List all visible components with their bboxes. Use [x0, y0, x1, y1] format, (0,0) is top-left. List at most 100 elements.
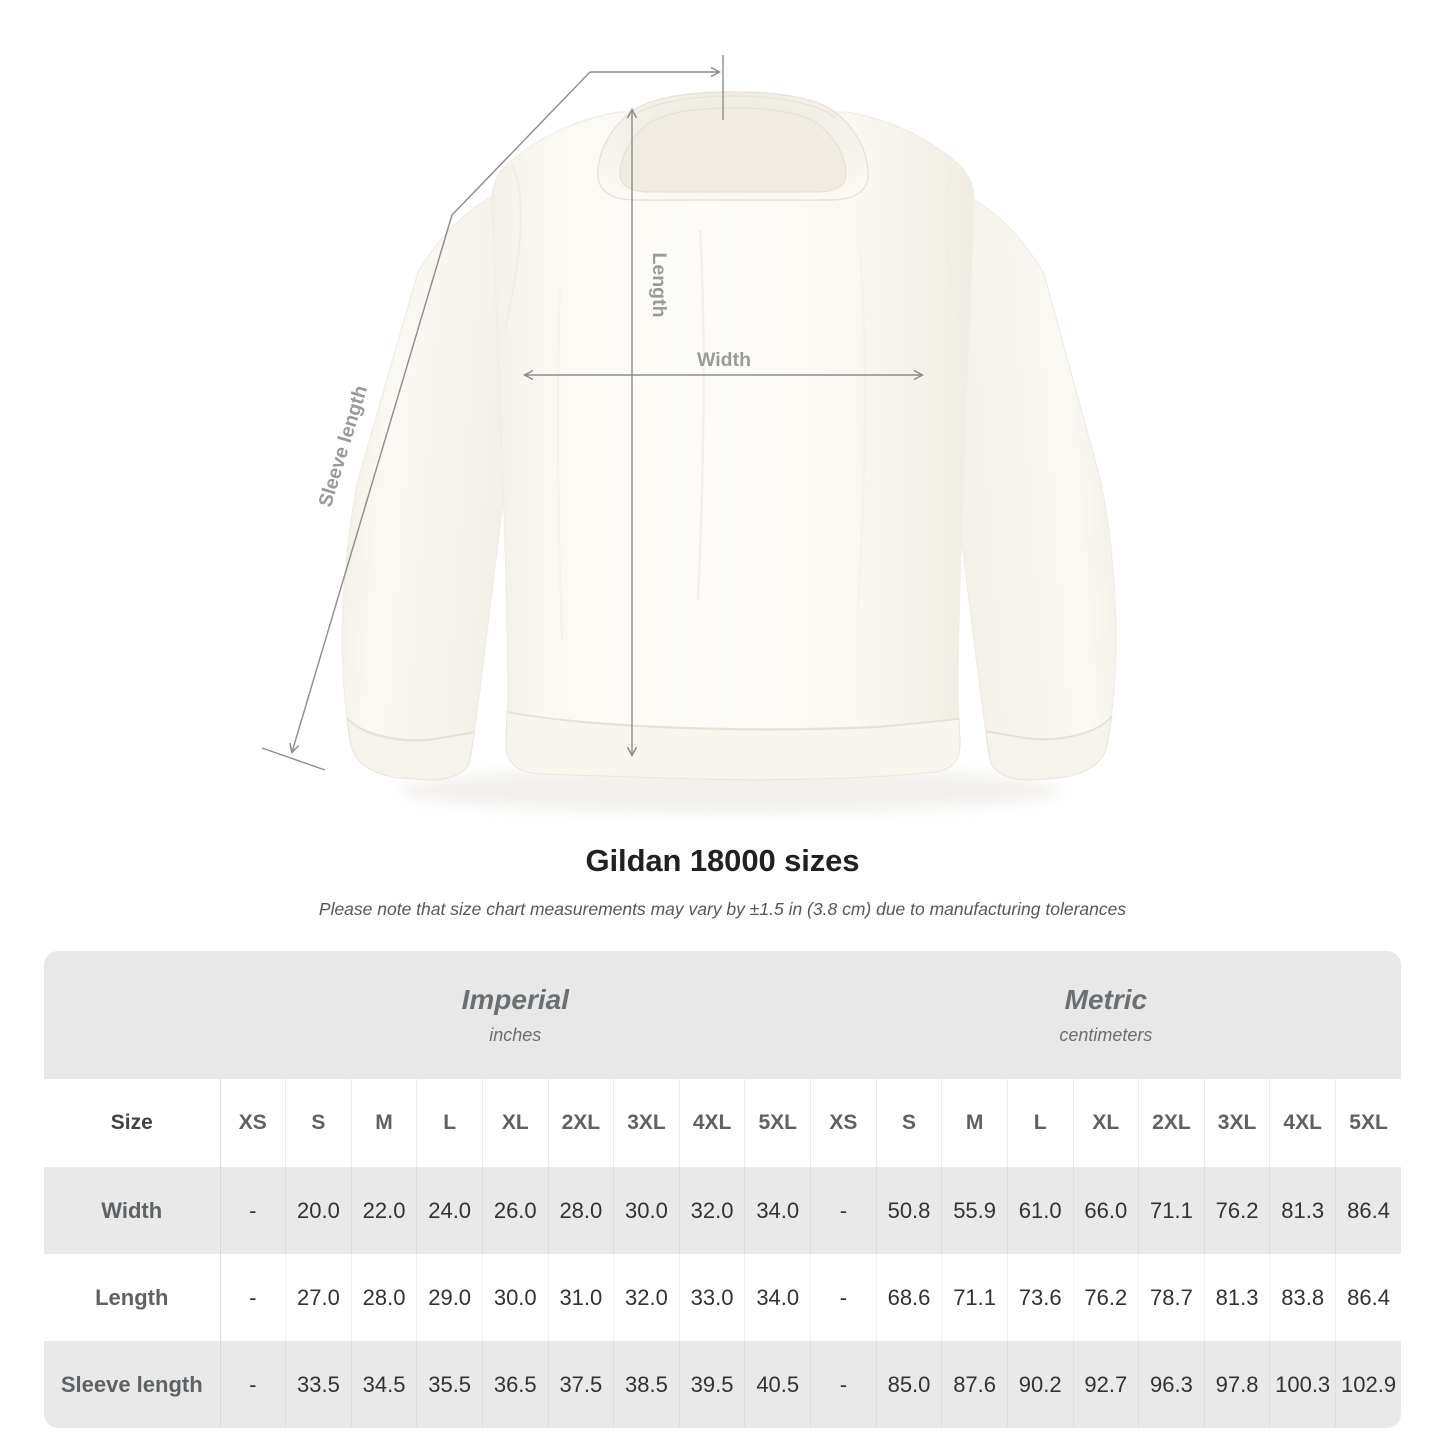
column-header-metric-xs: XS — [810, 1079, 877, 1167]
row-label-length: Length — [44, 1254, 221, 1341]
column-header-imperial-2xl: 2XL — [548, 1079, 615, 1167]
cell-sleeve-length-imperial-s: 33.5 — [285, 1341, 352, 1428]
cell-width-imperial-m: 22.0 — [351, 1167, 418, 1254]
cell-length-imperial-2xl: 31.0 — [548, 1254, 615, 1341]
sleeve-length-label: Sleeve length — [314, 383, 372, 510]
measurement-annotations: Sleeve length Length Width — [261, 55, 1445, 771]
cell-sleeve-length-imperial-xl: 36.5 — [482, 1341, 549, 1428]
page-title: Gildan 18000 sizes — [585, 843, 860, 878]
unit-group-imperial: Imperial inches — [220, 951, 811, 1079]
cell-sleeve-length-metric-xl: 92.7 — [1073, 1341, 1140, 1428]
cell-width-imperial-4xl: 32.0 — [679, 1167, 746, 1254]
sleeve-leader-diagonal — [451, 71, 591, 216]
cell-width-imperial-2xl: 28.0 — [548, 1167, 615, 1254]
cell-sleeve-length-imperial-4xl: 39.5 — [679, 1341, 746, 1428]
column-header-imperial-m: M — [351, 1079, 418, 1167]
cell-length-metric-4xl: 83.8 — [1269, 1254, 1336, 1341]
sweatshirt-illustration — [341, 91, 1117, 812]
cell-width-imperial-l: 24.0 — [416, 1167, 483, 1254]
unit-group-name: Metric — [1064, 983, 1148, 1015]
cell-sleeve-length-imperial-2xl: 37.5 — [548, 1341, 615, 1428]
size-chart-table-container: Imperial inches Metric centimeters Size XS S M L… — [44, 951, 1402, 1428]
row-label-sleeve-length: Sleeve length — [44, 1341, 221, 1428]
garment-shadow — [400, 768, 1060, 812]
cell-sleeve-length-metric-l: 90.2 — [1007, 1341, 1074, 1428]
unit-group-metric: Metric centimeters — [810, 951, 1402, 1079]
cell-length-metric-5xl: 86.4 — [1335, 1254, 1402, 1341]
cell-width-metric-4xl: 81.3 — [1269, 1167, 1336, 1254]
cell-sleeve-length-metric-xs: - — [810, 1341, 877, 1428]
column-header-metric-l: L — [1007, 1079, 1074, 1167]
tolerance-note: Please note that size chart measurements… — [318, 899, 1127, 919]
column-header-metric-s: S — [876, 1079, 943, 1167]
left-cuff-seam — [346, 717, 475, 741]
length-label: Length — [648, 253, 670, 318]
collar-top-seam — [629, 95, 837, 119]
cell-length-imperial-s: 27.0 — [285, 1254, 352, 1341]
cell-width-imperial-5xl: 34.0 — [744, 1167, 812, 1254]
column-header-imperial-4xl: 4XL — [679, 1079, 746, 1167]
neck-opening — [619, 107, 847, 193]
column-header-metric-xl: XL — [1073, 1079, 1140, 1167]
cell-width-imperial-xs: - — [220, 1167, 287, 1254]
column-header-metric-m: M — [941, 1079, 1008, 1167]
cell-width-metric-5xl: 86.4 — [1335, 1167, 1402, 1254]
unit-group-subtitle: centimeters — [1059, 1025, 1153, 1046]
sleeve-tick-bottom — [261, 747, 326, 771]
fabric-fold — [696, 229, 705, 601]
cell-length-metric-2xl: 78.7 — [1138, 1254, 1205, 1341]
cell-length-imperial-4xl: 33.0 — [679, 1254, 746, 1341]
cell-length-imperial-3xl: 32.0 — [613, 1254, 680, 1341]
cell-sleeve-length-imperial-5xl: 40.5 — [744, 1341, 812, 1428]
left-shoulder-seam — [504, 163, 522, 331]
cell-sleeve-length-imperial-3xl: 38.5 — [613, 1341, 680, 1428]
column-header-metric-5xl: 5XL — [1335, 1079, 1402, 1167]
cell-length-imperial-m: 28.0 — [351, 1254, 418, 1341]
cell-length-metric-xl: 76.2 — [1073, 1254, 1140, 1341]
column-header-metric-3xl: 3XL — [1204, 1079, 1271, 1167]
table-row: Sleeve length -33.5 34.5 35.5 36.5 37.5 38.5 39… — [44, 1341, 1402, 1428]
left-cuff — [346, 717, 475, 781]
cell-width-metric-2xl: 71.1 — [1138, 1167, 1205, 1254]
column-header-imperial-xl: XL — [482, 1079, 549, 1167]
unit-group-row: Imperial inches Metric centimeters — [44, 951, 1402, 1079]
cell-sleeve-length-imperial-xs: - — [220, 1341, 287, 1428]
cell-sleeve-length-imperial-m: 34.5 — [351, 1341, 418, 1428]
cell-width-metric-3xl: 76.2 — [1204, 1167, 1271, 1254]
cell-length-metric-l: 73.6 — [1007, 1254, 1074, 1341]
hem-seam — [506, 711, 960, 731]
cell-length-imperial-xl: 30.0 — [482, 1254, 549, 1341]
fabric-fold — [857, 249, 867, 611]
cell-width-metric-m: 55.9 — [941, 1167, 1008, 1254]
cell-sleeve-length-metric-2xl: 96.3 — [1138, 1341, 1205, 1428]
cell-sleeve-length-imperial-l: 35.5 — [416, 1341, 483, 1428]
width-label: Width — [697, 349, 751, 371]
title-block: Gildan 18000 sizes Please note that size… — [0, 843, 1445, 920]
column-header-imperial-5xl: 5XL — [744, 1079, 812, 1167]
sleeve-length-line — [292, 214, 453, 752]
column-header-imperial-l: L — [416, 1079, 483, 1167]
cell-width-metric-s: 50.8 — [876, 1167, 943, 1254]
cell-length-metric-3xl: 81.3 — [1204, 1254, 1271, 1341]
unit-banner-spacer — [44, 951, 220, 1079]
table-row: Length -27.0 28.0 29.0 30.0 31.0 32.0 33.0 34.0-… — [44, 1254, 1402, 1341]
fabric-fold — [556, 289, 563, 641]
column-header-imperial-3xl: 3XL — [613, 1079, 680, 1167]
cell-length-metric-xs: - — [810, 1254, 877, 1341]
garment-diagram: Sleeve length Length Width — [261, 55, 1445, 812]
column-header-imperial-s: S — [285, 1079, 352, 1167]
cell-width-metric-xl: 66.0 — [1073, 1167, 1140, 1254]
cell-sleeve-length-metric-5xl: 102.9 — [1335, 1341, 1402, 1428]
cell-sleeve-length-metric-s: 85.0 — [876, 1341, 943, 1428]
column-header-metric-2xl: 2XL — [1138, 1079, 1205, 1167]
cell-length-imperial-l: 29.0 — [416, 1254, 483, 1341]
cell-width-metric-l: 61.0 — [1007, 1167, 1074, 1254]
unit-group-subtitle: inches — [489, 1025, 542, 1046]
right-shoulder-seam — [944, 163, 962, 331]
right-cuff-seam — [985, 715, 1113, 740]
cell-sleeve-length-metric-m: 87.6 — [941, 1341, 1008, 1428]
size-chart-table: Imperial inches Metric centimeters Size XS S M L… — [44, 951, 1402, 1428]
table-row: Width -20.0 22.0 24.0 26.0 28.0 30.0 32.0 34.0-5… — [44, 1167, 1402, 1254]
cell-length-imperial-xs: - — [220, 1254, 287, 1341]
column-header-size: Size — [44, 1079, 221, 1167]
